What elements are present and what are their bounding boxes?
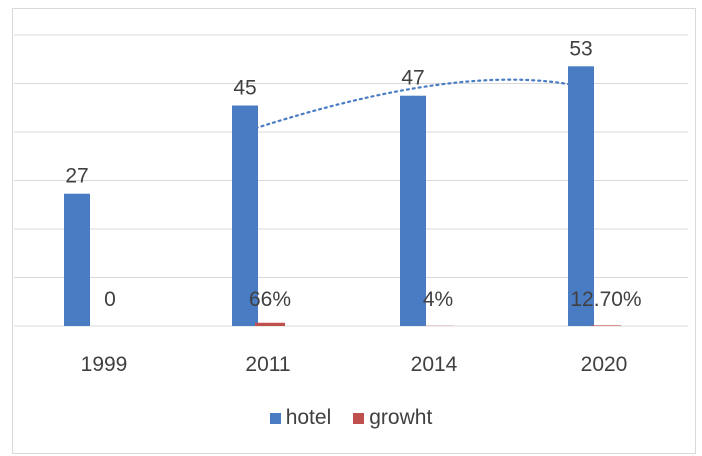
legend-swatch-growht [353,412,365,424]
legend-swatch-hotel [269,412,281,424]
hotel-data-label: 27 [65,165,88,188]
growht-bar [255,322,285,326]
hotel-data-label: 45 [233,77,256,100]
hotel-data-label: 53 [569,37,592,60]
hotel-bar [400,95,426,326]
legend: hotel growht [0,406,702,430]
hotel-bar [232,105,258,326]
hotel-data-label: 47 [401,67,424,90]
x-tick-label: 2020 [581,353,628,376]
legend-label-hotel: hotel [285,406,332,429]
growht-bar [591,325,621,326]
growht-data-label: 0 [104,288,116,311]
growht-data-label: 4% [423,288,453,311]
growht-data-label: 66% [249,288,291,311]
legend-label-growht: growht [369,406,433,429]
trendline [248,78,580,132]
x-tick-label: 1999 [81,353,128,376]
trendline-group [248,78,580,132]
data-labels: 27 45 47 53 0 66% 4% 12.70% [65,37,641,311]
x-axis-ticks: 1999 2011 2014 2020 [81,353,628,376]
legend-item-hotel: hotel [269,406,332,430]
x-tick-label: 2011 [245,353,290,376]
bars [64,66,621,327]
growht-data-label: 12.70% [570,288,641,311]
x-tick-label: 2014 [411,353,458,376]
hotel-bar [64,193,90,326]
legend-item-growht: growht [353,406,432,430]
hotel-bar [568,66,594,327]
